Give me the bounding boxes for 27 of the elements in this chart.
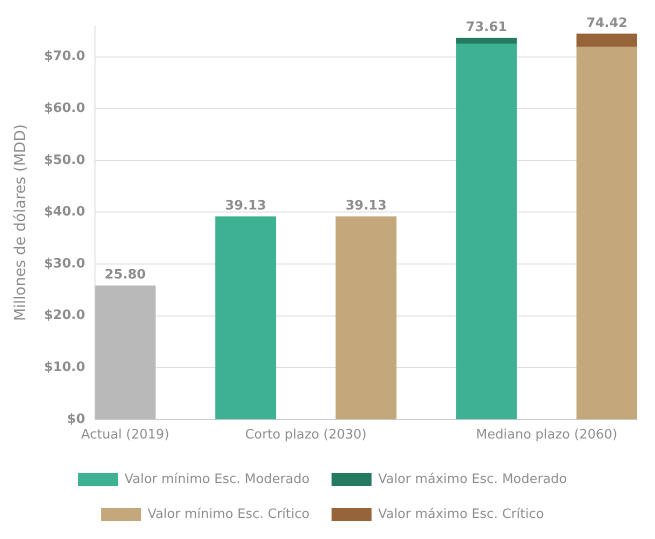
total-label: 73.61 [466, 20, 508, 36]
y-tick-label: $0 [67, 412, 86, 427]
bar [336, 216, 396, 420]
bar [576, 46, 637, 420]
y-tick-label: $40.0 [44, 204, 86, 220]
y-tick-label: $60.0 [44, 101, 86, 116]
legend-label: Valor mínimo Esc. Crítico [148, 506, 310, 522]
y-tick-label: $20.0 [44, 308, 86, 324]
legend-label: Valor máximo Esc. Moderado [378, 472, 568, 487]
x-tick-label: Actual (2019) [81, 428, 170, 443]
y-tick-label: $10.0 [44, 360, 86, 375]
y-tick-label: $50.0 [44, 152, 86, 168]
x-tick-label: Corto plazo (2030) [245, 428, 367, 443]
y-axis-title: Millones de dólares (MDD) [10, 124, 29, 322]
bar [456, 44, 517, 420]
bar [95, 285, 156, 420]
y-tick-label: $30.0 [44, 256, 86, 272]
total-label: 39.13 [225, 198, 266, 214]
y-tick-label: $70.0 [44, 49, 86, 64]
legend-label: Valor máximo Esc. Crítico [378, 506, 544, 522]
legend-label: Valor mínimo Esc. Moderado [124, 472, 310, 487]
bar [215, 216, 276, 420]
total-label: 25.80 [104, 268, 146, 283]
total-label: 74.42 [586, 16, 628, 31]
total-label: 39.13 [346, 198, 387, 214]
bar [576, 34, 637, 48]
x-tick-label: Mediano plazo (2060) [476, 428, 618, 443]
